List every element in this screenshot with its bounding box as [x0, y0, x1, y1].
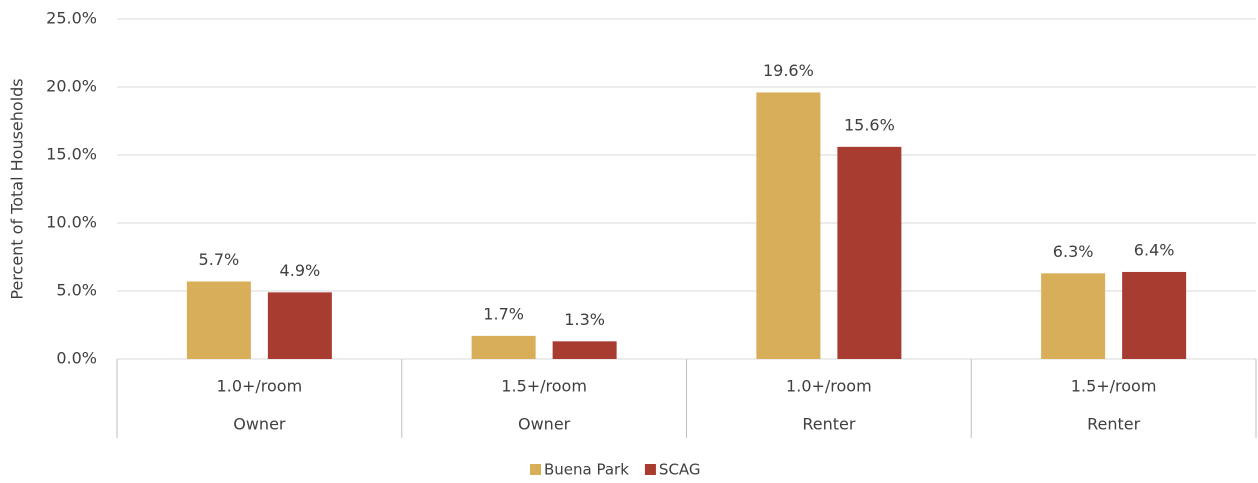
y-tick-label: 5.0%	[56, 281, 97, 300]
bar	[756, 92, 821, 359]
bar	[1122, 271, 1187, 359]
x-tick-label: 1.0+/room	[217, 377, 303, 396]
value-label: 1.3%	[564, 310, 605, 329]
value-label: 6.4%	[1134, 240, 1175, 259]
legend-swatch	[530, 464, 541, 475]
y-axis-title: Percent of Total Households	[8, 78, 27, 299]
x-tick-label: 1.0+/room	[786, 377, 872, 396]
value-label: 15.6%	[844, 115, 895, 134]
value-label: 19.6%	[763, 61, 814, 80]
bar	[837, 146, 902, 359]
bar	[267, 292, 332, 359]
x-tick-label: 1.5+/room	[1071, 377, 1157, 396]
bar	[186, 281, 251, 359]
value-label: 1.7%	[483, 304, 524, 323]
bar	[471, 335, 536, 359]
x-group-label: Owner	[518, 415, 571, 434]
bar	[552, 341, 617, 359]
x-tick-label: 1.5+/room	[501, 377, 587, 396]
legend-label: SCAG	[659, 461, 701, 479]
y-tick-label: 25.0%	[46, 9, 97, 28]
legend-label: Buena Park	[544, 461, 629, 479]
value-label: 4.9%	[280, 261, 321, 280]
value-label: 5.7%	[199, 250, 240, 269]
bar	[1041, 273, 1106, 359]
legend-swatch	[644, 464, 656, 475]
value-label: 6.3%	[1053, 242, 1094, 261]
y-tick-label: 0.0%	[56, 349, 97, 368]
y-tick-label: 15.0%	[46, 145, 97, 164]
x-group-label: Renter	[1087, 415, 1141, 434]
y-tick-label: 20.0%	[46, 77, 97, 96]
y-tick-label: 10.0%	[46, 213, 97, 232]
x-group-label: Renter	[802, 415, 856, 434]
x-group-label: Owner	[233, 415, 286, 434]
